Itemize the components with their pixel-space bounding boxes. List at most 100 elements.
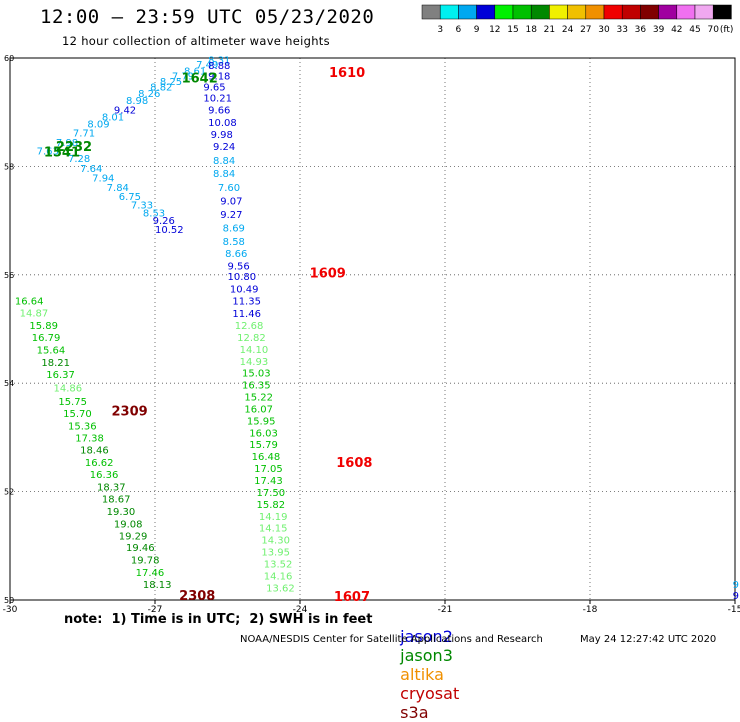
wave-height-point: 18.37 [97, 483, 126, 494]
wave-height-point: 10.21 [203, 93, 232, 104]
wave-height-point: 15.36 [68, 421, 97, 432]
wave-height-point: 8.69 [223, 223, 245, 234]
wave-height-point: 14.86 [54, 383, 83, 394]
wave-height-point: 8.98 [126, 96, 148, 107]
wave-height-point: 14.93 [240, 357, 269, 368]
colorbar-tick-label: 27 [580, 25, 591, 35]
wave-height-point: 7.94 [92, 174, 114, 185]
colorbar-tick-label: 6 [456, 25, 462, 35]
y-tick-label: 56 [4, 271, 14, 280]
wave-height-point: 17.46 [136, 568, 165, 579]
wave-height-point: 9.07 [220, 196, 242, 207]
wave-height-point: 17.05 [254, 464, 283, 475]
wave-height-point: 7.63 [37, 146, 59, 157]
wave-height-point: 18.13 [143, 580, 172, 591]
wave-height-point: 8.53 [143, 208, 165, 219]
wave-height-point: 10.08 [208, 118, 237, 129]
wave-height-point: 8.01 [102, 112, 124, 123]
colorbar-swatch [421, 4, 441, 20]
wave-height-point: 8.84 [213, 156, 235, 167]
colorbar-swatch [530, 4, 550, 20]
y-tick-label: 58 [4, 162, 14, 171]
colorbar-tick-label: 18 [525, 25, 537, 35]
wave-height-point: 18.46 [80, 446, 109, 457]
wave-height-point: 16.35 [242, 381, 271, 392]
wave-height-chart: 3 6 9 12 15 18 21 24 27 30 33 36 39 42 45 70 (ft) -30 -27… [3, 4, 740, 615]
wave-height-point: 19.46 [126, 543, 155, 554]
satellite-legend-s3a: s3a [400, 703, 429, 722]
wave-height-point: 7.71 [73, 129, 95, 140]
x-tick-label: -15 [728, 605, 740, 615]
y-tick-label: 54 [4, 379, 14, 388]
colorbar-swatch [694, 4, 714, 20]
wave-height-point: 8.61 [184, 66, 206, 77]
colorbar-swatch [676, 4, 696, 20]
colorbar-swatch [621, 4, 641, 20]
colorbar-swatch [640, 4, 659, 20]
colorbar-tick-label: 3 [437, 25, 443, 35]
colorbar-swatch [458, 4, 477, 20]
satellite-legend-cryosat: cryosat [400, 684, 460, 703]
wave-height-point: 8.58 [223, 237, 245, 248]
wave-height-point: 19.78 [131, 556, 160, 567]
colorbar-tick-label: 9 [474, 25, 480, 35]
colorbar-swatch [603, 4, 623, 20]
credit-text: NOAA/NESDIS Center for Satellite Applica… [240, 634, 543, 645]
colorbar-swatch [658, 4, 678, 20]
wave-height-point: 7.33 [131, 201, 153, 212]
wave-height-point: 17.50 [257, 488, 286, 499]
colorbar-swatch [476, 4, 496, 20]
wave-height-point: 15.03 [242, 369, 271, 380]
wave-height-point: 9.27 [220, 210, 242, 221]
wave-height-point: 9 [733, 580, 739, 591]
colorbar-tick-label: 24 [562, 25, 574, 35]
wave-height-point: 8.84 [213, 169, 235, 180]
wave-height-point: 14.30 [261, 536, 290, 547]
wave-height-point: 6.75 [119, 192, 141, 203]
x-tick-label: -30 [3, 605, 18, 615]
wave-height-point: 8.82 [150, 83, 172, 94]
pass-time-label: 2308 [179, 589, 215, 604]
colorbar-tick-label: 45 [689, 25, 700, 35]
wave-height-point: 15.95 [247, 416, 276, 427]
colorbar-unit: (ft) [720, 25, 734, 35]
colorbar-swatch [512, 4, 532, 20]
wave-height-point: 9.42 [114, 105, 136, 116]
wave-height-point: 8.25 [160, 77, 182, 88]
wave-height-point: 8.88 [208, 61, 230, 72]
generated-timestamp: May 24 12:27:42 UTC 2020 [580, 634, 717, 645]
wave-height-point: 14.87 [20, 309, 49, 320]
wave-height-point: 7.98 [56, 138, 78, 149]
wave-height-point: 16.48 [252, 452, 281, 463]
colorbar-swatch [439, 4, 459, 20]
pass-time-label: 2309 [112, 405, 148, 420]
y-tick-label: 60 [4, 54, 14, 63]
wave-height-point: 12.82 [237, 333, 266, 344]
wave-height-point: 9.18 [208, 72, 230, 83]
colorbar-tick-label: 70 [707, 25, 719, 35]
wave-height-point: 7.28 [68, 154, 90, 165]
pass-time-label: 1608 [336, 456, 372, 471]
wave-height-point: 9.98 [211, 130, 233, 141]
wave-height-point: 7.79 [172, 72, 194, 83]
colorbar-tick-label: 12 [489, 25, 500, 35]
wave-height-point: 16.07 [244, 404, 273, 415]
wave-height-point: 14.16 [264, 571, 293, 582]
satellite-legend-altika: altika [400, 665, 444, 684]
wave-height-point: 15.75 [58, 397, 87, 408]
wave-height-point: 17.38 [75, 434, 104, 445]
wave-height-point: 15.70 [63, 409, 92, 420]
wave-height-point: 8.31 [208, 55, 230, 66]
wave-height-point: 16.03 [249, 428, 278, 439]
y-tick-label: 52 [4, 488, 14, 497]
wave-height-point: 9.26 [153, 216, 175, 227]
wave-height-point: 9.65 [203, 83, 225, 94]
wave-height-point: 8.66 [225, 249, 247, 260]
wave-height-point: 13.62 [266, 583, 295, 594]
colorbar-swatch [549, 4, 568, 20]
footer-note: note: 1) Time is in UTC; 2) SWH is in fe… [64, 612, 373, 627]
wave-height-point: 19.08 [114, 519, 143, 530]
colorbar-swatch [585, 4, 605, 20]
colorbar-swatch [494, 4, 514, 20]
